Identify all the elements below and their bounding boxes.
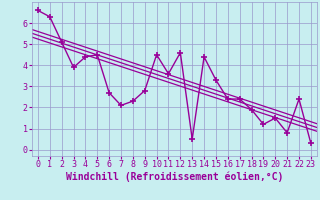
X-axis label: Windchill (Refroidissement éolien,°C): Windchill (Refroidissement éolien,°C): [66, 172, 283, 182]
